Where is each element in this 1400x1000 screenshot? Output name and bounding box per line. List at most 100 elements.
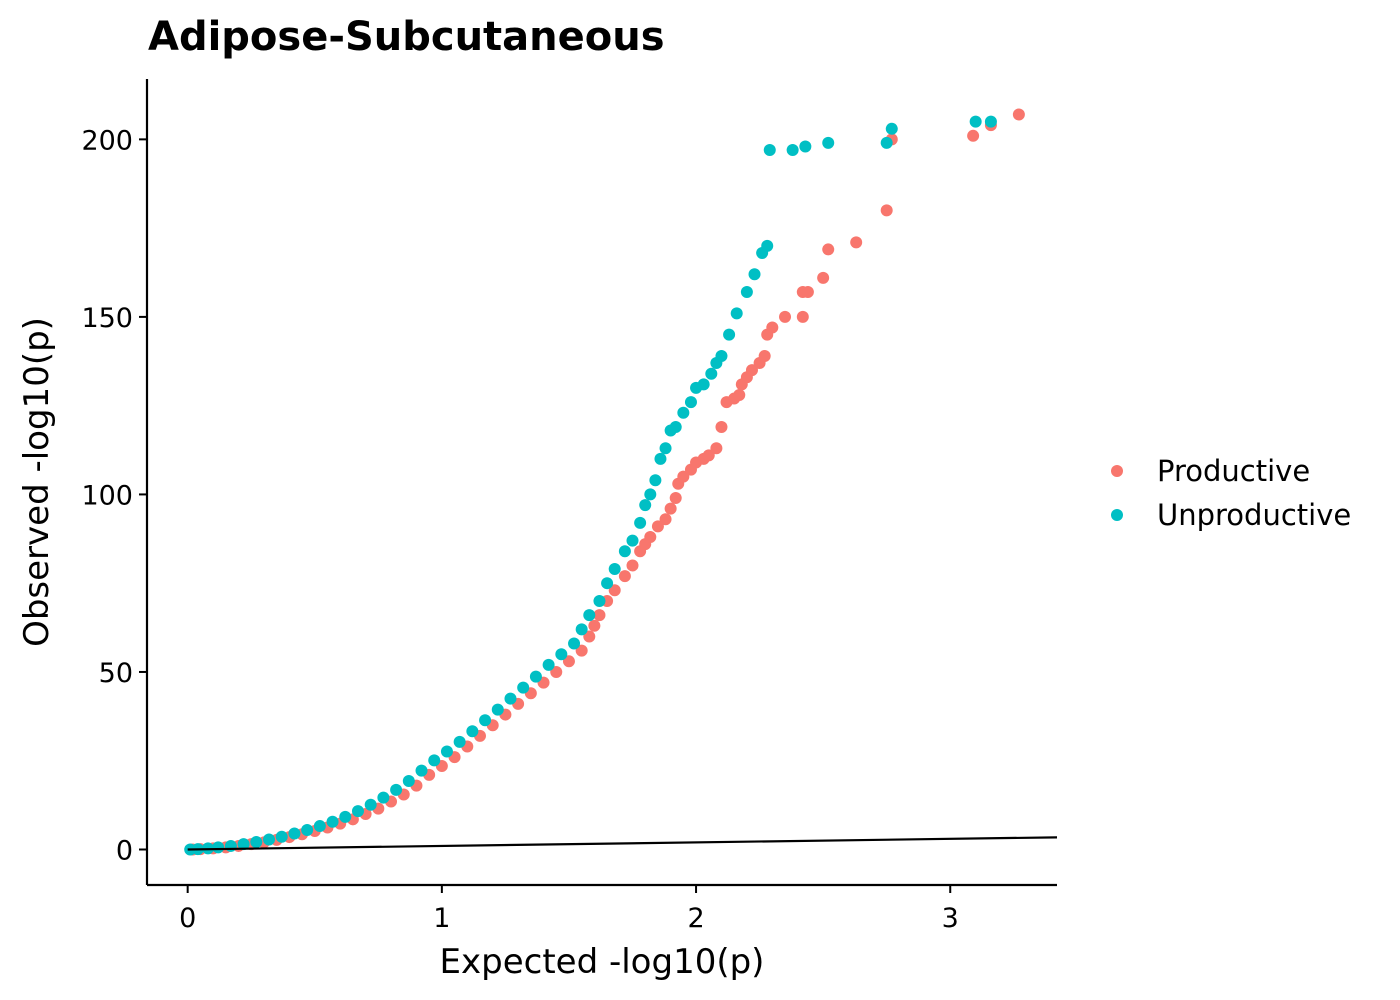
data-point	[575, 644, 588, 657]
data-point	[669, 491, 682, 504]
data-point	[593, 594, 606, 607]
chart-title: Adipose-Subcutaneous	[148, 14, 665, 60]
legend-label: Productive	[1157, 454, 1310, 488]
x-axis-title: Expected -log10(p)	[440, 942, 765, 982]
data-point	[634, 516, 647, 529]
data-point	[822, 243, 835, 256]
data-point	[224, 839, 237, 852]
data-point	[542, 658, 555, 671]
x-tick-label: 0	[179, 903, 196, 934]
data-point	[649, 474, 662, 487]
data-point	[313, 820, 326, 833]
data-point	[583, 609, 596, 622]
data-point	[710, 442, 723, 455]
data-point	[575, 623, 588, 636]
data-point	[799, 140, 812, 153]
data-point	[763, 144, 776, 157]
data-point	[758, 349, 771, 362]
data-point	[390, 783, 403, 796]
legend-key	[1111, 509, 1123, 521]
data-point	[669, 420, 682, 433]
data-point	[1012, 108, 1025, 121]
data-point	[850, 236, 863, 249]
data-point	[415, 764, 428, 777]
data-point	[301, 823, 314, 836]
legend: Productive Unproductive	[1111, 454, 1351, 532]
data-point	[644, 531, 657, 544]
data-point	[608, 562, 621, 575]
legend-key	[1111, 465, 1123, 477]
data-point	[817, 271, 830, 284]
data-point	[212, 841, 225, 854]
data-point	[639, 499, 652, 512]
y-tick-label: 200	[81, 125, 133, 156]
data-point	[705, 367, 718, 380]
axis-ticks: 0 1 2 3 0 50 100 150 200	[81, 125, 958, 934]
data-point	[428, 754, 441, 767]
data-point	[555, 648, 568, 661]
data-point	[677, 406, 690, 419]
data-point	[684, 396, 697, 409]
series-productive	[186, 108, 1025, 856]
data-point	[588, 619, 601, 632]
y-tick-label: 100	[81, 480, 133, 511]
data-point	[677, 470, 690, 483]
data-point	[550, 665, 563, 678]
data-point	[885, 122, 898, 135]
data-point	[745, 364, 758, 377]
data-point	[583, 630, 596, 643]
data-point	[275, 830, 288, 843]
data-point	[967, 129, 980, 142]
data-point	[453, 735, 466, 748]
data-point	[618, 570, 631, 583]
data-point	[562, 655, 575, 668]
data-point	[761, 239, 774, 252]
data-point	[517, 681, 530, 694]
data-point	[364, 798, 377, 811]
data-layer	[184, 108, 1058, 856]
data-point	[969, 115, 982, 128]
data-point	[326, 815, 339, 828]
data-point	[237, 838, 250, 851]
data-point	[702, 449, 715, 462]
data-point	[440, 745, 453, 758]
data-point	[786, 144, 799, 157]
data-point	[822, 136, 835, 149]
y-axis-title: Observed -log10(p)	[17, 317, 57, 647]
data-point	[715, 420, 728, 433]
data-point	[697, 378, 710, 391]
data-point	[250, 836, 263, 849]
x-tick-label: 3	[942, 903, 959, 934]
data-point	[659, 442, 672, 455]
data-point	[984, 115, 997, 128]
data-point	[601, 577, 614, 590]
data-point	[766, 321, 779, 334]
data-point	[644, 488, 657, 501]
data-point	[263, 833, 276, 846]
data-point	[593, 609, 606, 622]
reference-line	[187, 836, 1058, 851]
data-point	[730, 307, 743, 320]
series-unproductive	[184, 115, 997, 856]
data-point	[880, 204, 893, 217]
data-point	[733, 389, 746, 402]
data-point	[796, 310, 809, 323]
data-point	[626, 559, 639, 572]
data-point	[529, 670, 542, 683]
y-tick-label: 50	[99, 658, 133, 689]
legend-label: Unproductive	[1157, 498, 1351, 532]
data-point	[748, 268, 761, 281]
y-tick-label: 150	[81, 303, 133, 334]
data-point	[402, 774, 415, 787]
x-tick-label: 1	[433, 903, 450, 934]
data-point	[288, 827, 301, 840]
data-point	[504, 692, 517, 705]
data-point	[654, 452, 667, 465]
data-point	[723, 328, 736, 341]
data-point	[715, 349, 728, 362]
data-point	[880, 136, 893, 149]
data-point	[740, 286, 753, 299]
data-point	[664, 502, 677, 515]
data-point	[568, 637, 581, 650]
